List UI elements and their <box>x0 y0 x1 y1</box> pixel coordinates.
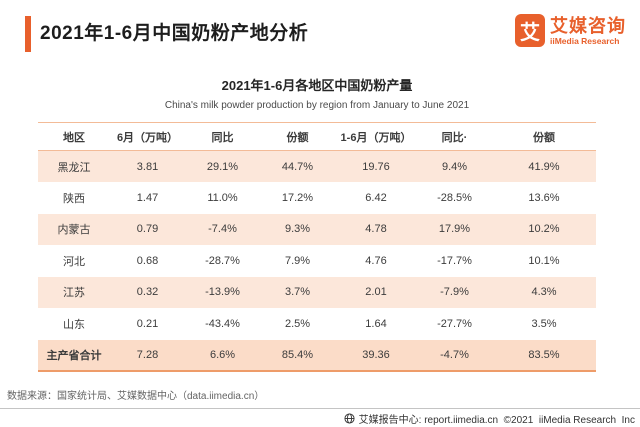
table-row: 山东 0.21 -43.4% 2.5% 1.64 -27.7% 3.5% <box>63 317 557 331</box>
table-row: 江苏 0.32 -13.9% 3.7% 2.01 -7.9% 4.3% <box>38 276 596 308</box>
logo-text: 艾媒咨询 iiMedia Research <box>550 16 626 46</box>
figure: 2021年1-6月各地区中国奶粉产量 China's milk powder p… <box>38 78 596 372</box>
figure-title: 2021年1-6月各地区中国奶粉产量 <box>221 78 413 93</box>
table-row-total: 主产省合计 7.28 6.6% 85.4% 39.36 -4.7% 83.5% <box>38 339 596 372</box>
iimedia-logo: 艾 艾媒咨询 iiMedia Research <box>515 14 626 47</box>
figure-subtitle: China's milk powder production by region… <box>164 100 470 111</box>
brand-name-cn: 艾媒咨询 <box>550 15 626 36</box>
column-header-region: 地区 <box>38 122 110 151</box>
title-accent-bar <box>25 16 31 52</box>
table-header-row: 地区 6月（万吨） 同比 份额 1-6月（万吨） 同比· 份额 <box>38 122 596 151</box>
table-row: 陕西 1.47 11.0% 17.2% 6.42 -28.5% 13.6% <box>63 191 560 205</box>
column-header-yoy-h1: 同比· <box>417 122 492 151</box>
column-header-share-jun: 份额 <box>260 122 335 151</box>
page-title: 2021年1-6月中国奶粉产地分析 <box>40 23 309 44</box>
bottom-bar: 艾媒报告中心: report.iimedia.cn ©2021 iiMedia … <box>0 408 640 427</box>
column-header-h1: 1-6月（万吨） <box>335 122 417 151</box>
data-source-note: 数据来源：国家统计局、艾媒数据中心（data.iimedia.cn） <box>7 391 265 402</box>
column-header-jun: 6月（万吨） <box>110 122 185 151</box>
table-row: 黑龙江 3.81 29.1% 44.7% 19.76 9.4% 41.9% <box>38 150 596 182</box>
globe-icon <box>344 412 355 424</box>
column-header-yoy-jun: 同比 <box>185 122 260 151</box>
table-row: 内蒙古 0.79 -7.4% 9.3% 4.78 17.9% 10.2% <box>38 213 596 245</box>
brand-name-en: iiMedia Research <box>550 35 620 46</box>
report-center-text: 艾媒报告中心: report.iimedia.cn ©2021 iiMedia … <box>358 414 635 426</box>
iimedia-logo-icon: 艾 <box>515 14 545 47</box>
production-table: 地区 6月（万吨） 同比 份额 1-6月（万吨） 同比· 份额 黑龙江 3.81… <box>38 122 596 372</box>
table-row: 河北 0.68 -28.7% 7.9% 4.76 -17.7% 10.1% <box>63 254 560 268</box>
column-header-share-h1: 份额 <box>492 122 596 151</box>
